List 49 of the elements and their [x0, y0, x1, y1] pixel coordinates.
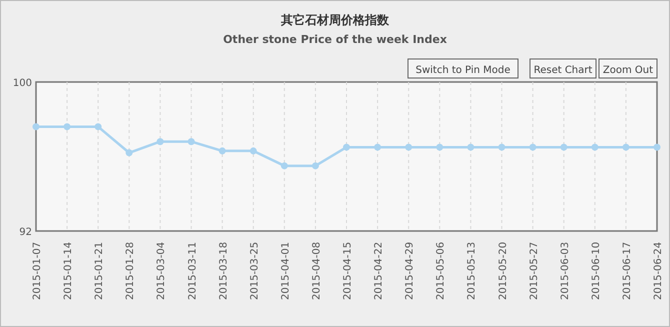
x-tick-label: 2015-01-07	[32, 242, 43, 300]
x-tick-label: 2015-06-17	[622, 242, 633, 300]
x-tick-label: 2015-04-08	[311, 242, 322, 300]
point	[156, 138, 164, 146]
chart-title: 其它石材周价格指数	[280, 13, 390, 27]
x-tick-label: 2015-04-01	[280, 242, 292, 300]
point	[560, 144, 568, 151]
x-tick-label: 2015-05-13	[466, 242, 478, 300]
point	[405, 144, 412, 151]
point	[436, 144, 444, 151]
point	[188, 138, 195, 146]
point	[654, 144, 660, 151]
y-tick-label: 100	[12, 78, 32, 89]
x-tick-label: 2015-01-21	[94, 242, 106, 300]
x-tick-label: 2015-04-22	[374, 242, 385, 300]
point	[64, 123, 71, 130]
x-tick-label: 2015-03-25	[249, 242, 260, 300]
point	[218, 147, 226, 154]
x-tick-label: 2015-05-20	[498, 242, 509, 300]
x-tick-label: 2015-06-03	[560, 242, 571, 300]
point	[374, 144, 382, 151]
point	[32, 123, 40, 130]
button: Reset Chart	[530, 58, 596, 78]
x-tick-label: 2015-01-14	[63, 242, 74, 300]
button: Switch to Pin Mode	[408, 58, 518, 78]
point	[94, 123, 102, 130]
point	[250, 147, 257, 154]
x-tick-label: 2015-06-24	[653, 242, 664, 300]
x-tick-label: 2015-05-06	[436, 242, 447, 300]
x-tick-label: 2015-06-10	[590, 242, 602, 300]
x-tick-label: 2015-04-15	[342, 242, 354, 300]
x-tick-label: 2015-03-18	[218, 242, 230, 300]
point	[498, 144, 506, 151]
y-tick-label: 92	[19, 227, 32, 238]
x-tick-label: 2015-03-04	[156, 242, 168, 300]
x-tick-label: 2015-04-29	[404, 242, 416, 300]
point	[529, 144, 536, 151]
x-tick-label: 2015-01-28	[125, 242, 136, 300]
point	[312, 162, 319, 170]
point	[343, 144, 350, 151]
x-tick-label: 2015-05-27	[528, 242, 540, 300]
point	[126, 149, 133, 156]
point	[622, 144, 630, 151]
point	[591, 144, 598, 151]
button: Zoom Out	[598, 58, 658, 78]
chart-subtitle: Other stone Price of the week Index	[223, 33, 447, 46]
point	[467, 144, 474, 151]
x-tick-label: 2015-03-11	[187, 242, 198, 300]
point	[280, 162, 288, 170]
